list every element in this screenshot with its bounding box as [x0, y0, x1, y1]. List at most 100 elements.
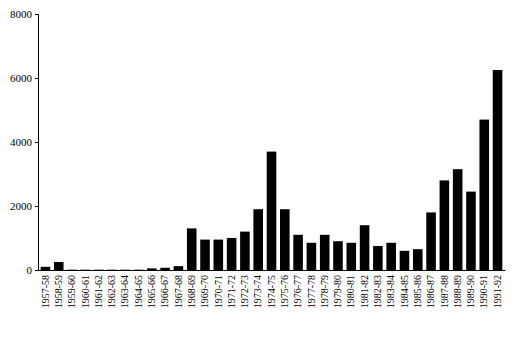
x-tick: 1973-74 [252, 275, 263, 308]
x-tick: 1972-73 [239, 275, 250, 308]
x-tick-label: 1973-74 [252, 275, 263, 308]
bar [160, 268, 170, 270]
x-tick: 1988-89 [452, 275, 463, 308]
x-tick-label: 1984-85 [399, 275, 410, 308]
x-tick-label: 1982-83 [372, 275, 383, 308]
x-tick-label: 1961-62 [93, 275, 104, 308]
x-tick-label: 1971-72 [226, 275, 237, 308]
bar [107, 269, 117, 270]
x-tick-label: 1958-59 [53, 275, 64, 308]
bar [373, 246, 383, 270]
bar [134, 269, 144, 270]
bar [479, 120, 489, 270]
x-tick: 1959-60 [66, 275, 77, 308]
x-tick: 1975-76 [279, 275, 290, 308]
x-tick: 1980-81 [345, 275, 356, 308]
y-tick-label: 4000 [10, 136, 33, 148]
bar [54, 262, 64, 270]
bar [466, 192, 476, 270]
bar [94, 269, 104, 270]
x-tick-label: 1983-84 [385, 275, 396, 308]
y-tick-label: 0 [27, 264, 33, 276]
bar [41, 267, 51, 270]
plot: 020004000600080001957-581958-591959-6019… [10, 8, 506, 308]
bar [187, 228, 197, 270]
x-tick: 1991-92 [492, 275, 503, 308]
x-tick: 1968-69 [186, 275, 197, 308]
x-tick: 1961-62 [93, 275, 104, 308]
x-tick-label: 1969-70 [199, 275, 210, 308]
x-tick: 1962-63 [106, 275, 117, 308]
bar [267, 152, 277, 270]
chart: 020004000600080001957-581958-591959-6019… [0, 0, 515, 338]
x-tick-label: 1975-76 [279, 275, 290, 308]
x-tick-label: 1974-75 [266, 275, 277, 308]
x-tick-label: 1976-77 [292, 275, 303, 308]
bar [120, 269, 130, 270]
x-tick-label: 1986-87 [425, 275, 436, 308]
y-tick: 8000 [10, 8, 38, 20]
x-tick-label: 1985-86 [412, 275, 423, 308]
y-tick-mark [35, 14, 38, 15]
bar [400, 251, 410, 270]
x-tick-label: 1965-66 [146, 275, 157, 308]
bar [293, 235, 303, 270]
y-axis: 0 2000 4000 6000 8000 [10, 8, 39, 276]
x-tick-label: 1970-71 [213, 275, 224, 308]
x-axis: 1957-581958-591959-601960-611961-621962-… [39, 271, 506, 309]
bar [280, 209, 290, 270]
x-tick: 1981-82 [359, 275, 370, 308]
x-tick-label: 1957-58 [40, 275, 51, 308]
bar [214, 240, 224, 270]
y-tick-label: 2000 [10, 200, 33, 212]
bar [147, 268, 157, 270]
y-tick: 6000 [10, 72, 38, 84]
x-tick: 1966-67 [159, 275, 170, 308]
x-tick-label: 1979-80 [332, 275, 343, 308]
bar [240, 232, 250, 270]
x-tick-label: 1990-91 [478, 275, 489, 308]
x-tick: 1985-86 [412, 275, 423, 308]
y-tick: 0 [27, 264, 39, 276]
x-tick-label: 1967-68 [173, 275, 184, 308]
y-tick-mark [35, 206, 38, 207]
y-tick-mark [35, 270, 38, 271]
x-tick: 1958-59 [53, 275, 64, 308]
bar [253, 209, 263, 270]
x-tick: 1987-88 [439, 275, 450, 308]
bar [320, 235, 330, 270]
bar [67, 269, 77, 270]
x-tick-label: 1987-88 [439, 275, 450, 308]
x-tick-label: 1960-61 [80, 275, 91, 308]
x-tick-label: 1977-78 [306, 275, 317, 308]
x-tick-label: 1988-89 [452, 275, 463, 308]
y-tick: 4000 [10, 136, 38, 148]
x-tick: 1963-64 [119, 275, 130, 308]
x-tick-label: 1980-81 [345, 275, 356, 308]
bars [41, 70, 503, 270]
x-tick-label: 1964-65 [133, 275, 144, 308]
x-tick: 1983-84 [385, 275, 396, 308]
bar [227, 238, 237, 270]
x-tick: 1960-61 [80, 275, 91, 308]
x-tick: 1986-87 [425, 275, 436, 308]
bar [360, 225, 370, 270]
x-tick: 1964-65 [133, 275, 144, 308]
y-axis-line [35, 15, 39, 271]
x-tick-label: 1972-73 [239, 275, 250, 308]
x-tick: 1990-91 [478, 275, 489, 308]
bar [81, 269, 91, 270]
x-tick: 1971-72 [226, 275, 237, 308]
bar [386, 243, 396, 270]
bar [493, 70, 503, 270]
x-tick: 1957-58 [40, 275, 51, 308]
y-tick: 2000 [10, 200, 38, 212]
bar [453, 169, 463, 270]
bar [413, 249, 423, 270]
x-tick: 1967-68 [173, 275, 184, 308]
x-tick: 1984-85 [399, 275, 410, 308]
x-tick: 1970-71 [213, 275, 224, 308]
x-tick: 1979-80 [332, 275, 343, 308]
x-tick-label: 1966-67 [159, 275, 170, 308]
x-tick: 1976-77 [292, 275, 303, 308]
